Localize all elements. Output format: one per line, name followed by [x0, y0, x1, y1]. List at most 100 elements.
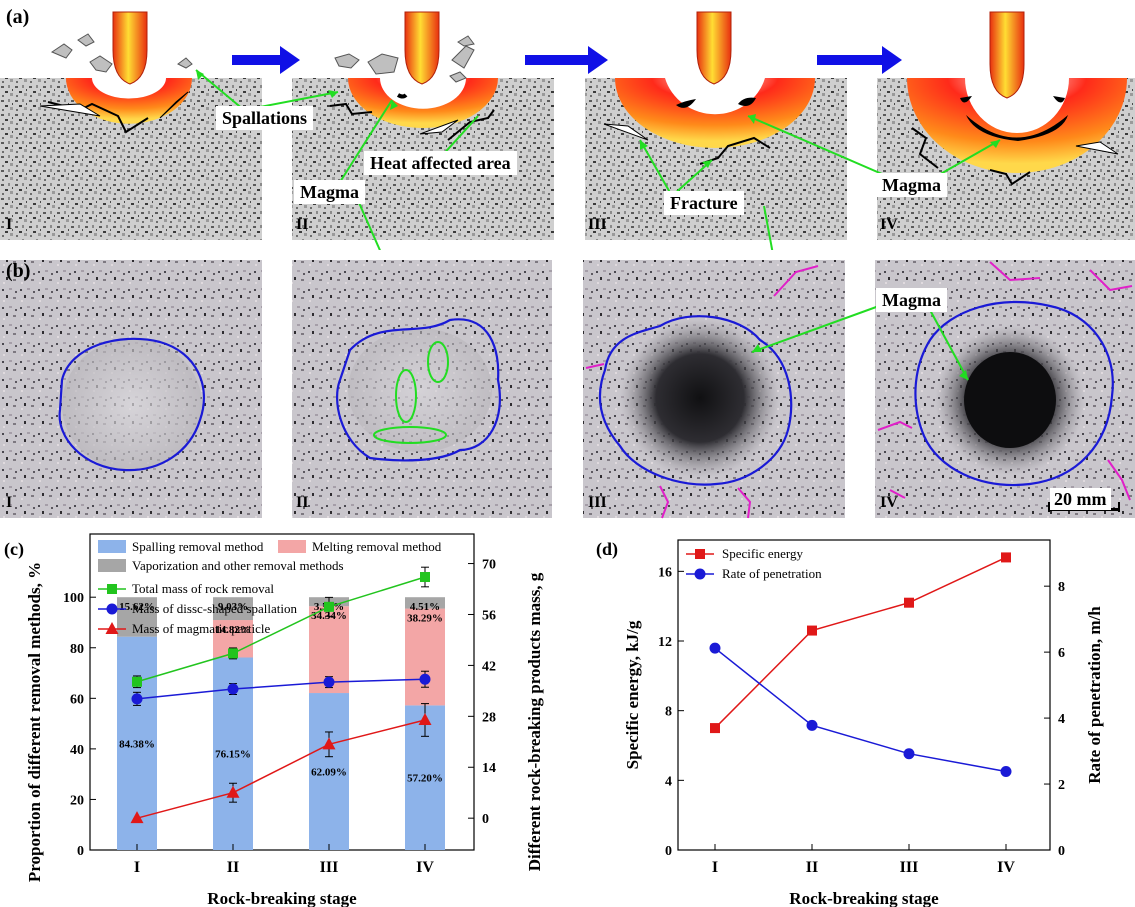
legend-swatch: [278, 540, 306, 553]
annotation-spallations: Spallations: [216, 106, 314, 130]
data-point: [420, 572, 430, 583]
torch-2: [404, 11, 440, 85]
x-tick-label: II: [227, 859, 239, 876]
legend-marker: [694, 568, 706, 580]
stage-label-b3: III: [588, 494, 607, 511]
process-arrow-3: [817, 46, 902, 74]
crater-outline-3: [598, 315, 793, 486]
x-tick-label: IV: [416, 859, 434, 876]
annotation-magma-a2: Magma: [294, 180, 365, 204]
y-tick-label-right: 28: [482, 710, 496, 725]
panel-a-illustration: [0, 11, 1135, 250]
bar-data-label: 14.82%: [215, 624, 251, 636]
stage-label-b1: I: [6, 494, 13, 511]
annotation-magma-a4: Magma: [876, 173, 947, 197]
y-axis-title-left: Specific energy, kJ/g: [623, 620, 642, 769]
data-point: [227, 683, 239, 695]
legend-label: Rate of penetration: [722, 566, 822, 581]
y-tick-label-left: 12: [658, 635, 672, 650]
data-point: [1001, 552, 1011, 563]
bar-data-label: 84.38%: [119, 738, 155, 750]
crater-outline-2: [336, 318, 501, 462]
panel-label-b: (b): [6, 260, 31, 282]
scale-bar-label: 20 mm: [1050, 488, 1111, 510]
bar-segment: [405, 597, 445, 609]
legend-label: Spalling removal method: [132, 539, 264, 554]
data-point: [130, 811, 144, 824]
y-tick-label-left: 20: [70, 793, 84, 808]
x-axis-title: Rock-breaking stage: [207, 889, 357, 907]
magma-layer: [966, 115, 1068, 141]
bar-data-label: 57.20%: [407, 773, 443, 785]
x-axis-title: Rock-breaking stage: [789, 889, 939, 907]
magma-link-line: [355, 195, 381, 250]
y-tick-label-right: 8: [1058, 580, 1065, 595]
y-tick-label-left: 0: [665, 844, 672, 859]
bar-data-label: 15.62%: [119, 601, 155, 613]
x-tick-label: IV: [997, 859, 1015, 876]
bar-segment: [117, 597, 157, 637]
y-axis-title-right: Different rock-breaking products mass, g: [525, 572, 544, 871]
annotation-fracture: Fracture: [664, 191, 744, 215]
bar-data-label: 62.09%: [311, 767, 347, 779]
bar-segment: [405, 608, 445, 706]
x-tick-label: I: [134, 859, 140, 876]
bar-data-label: 76.15%: [215, 749, 251, 761]
y-tick-label-left: 60: [70, 692, 84, 707]
panel-label-a: (a): [6, 6, 30, 28]
chart-c: 84.38%15.62%76.15%14.82%9.03%62.09%34.34…: [25, 533, 544, 907]
data-point: [226, 785, 240, 798]
y-axis-title-right: Rate of penetration, m/h: [1085, 606, 1104, 784]
spall-fragment: [50, 43, 73, 59]
data-point: [228, 648, 238, 659]
panel-b-photos: [0, 260, 1135, 519]
y-tick-label-left: 4: [665, 774, 672, 789]
data-point: [807, 625, 817, 636]
crack-magenta: [773, 265, 819, 297]
y-tick-label-right: 70: [482, 558, 496, 573]
data-point: [904, 597, 914, 608]
y-tick-label-right: 6: [1058, 646, 1065, 661]
legend-swatch: [98, 540, 126, 553]
series-line: [714, 556, 1007, 729]
stage-label-b2: II: [296, 494, 309, 511]
panel-b: (b) Magma 20 mm I II III IV: [0, 250, 1135, 522]
plot-frame-d: [677, 539, 1051, 851]
data-point: [419, 673, 431, 685]
torch-3: [696, 11, 732, 85]
legend-marker: [107, 584, 117, 594]
stage-label-a4: IV: [880, 216, 898, 233]
legend-label: Mass of dissc-shaped spallation: [132, 601, 298, 616]
y-tick-label-right: 0: [1058, 844, 1065, 859]
x-tick-label: III: [320, 859, 339, 876]
process-arrow-2: [525, 46, 608, 74]
crater-outline-1: [58, 337, 205, 472]
bar-data-label: 38.29%: [407, 613, 443, 625]
y-tick-label-right: 4: [1058, 712, 1065, 727]
bar-segment: [213, 597, 253, 621]
data-point: [323, 676, 335, 688]
legend-label: Total mass of rock removal: [132, 581, 274, 596]
crater-outline-4: [914, 300, 1114, 487]
series-line: [136, 719, 426, 819]
x-tick-label: II: [806, 859, 818, 876]
y-axis-title-left: Proportion of different removal methods,…: [25, 562, 44, 882]
series-line: [714, 647, 1007, 773]
y-tick-label-left: 100: [63, 591, 84, 606]
annotation-magma-b: Magma: [876, 288, 947, 312]
series-line: [136, 576, 426, 683]
series-line: [136, 678, 426, 700]
x-tick-label: I: [712, 859, 718, 876]
y-tick-label-left: 0: [77, 844, 84, 859]
stage-label-a1: I: [6, 216, 13, 233]
plot-frame-c: [89, 533, 475, 851]
data-point: [903, 748, 915, 760]
stage-label-a2: II: [296, 216, 309, 233]
legend-marker: [106, 603, 118, 615]
magma-blob: [396, 93, 408, 99]
process-arrow-1: [232, 46, 300, 74]
y-tick-label-right: 0: [482, 812, 489, 827]
y-tick-label-right: 42: [482, 659, 496, 674]
bar-data-label: 9.03%: [218, 601, 248, 613]
